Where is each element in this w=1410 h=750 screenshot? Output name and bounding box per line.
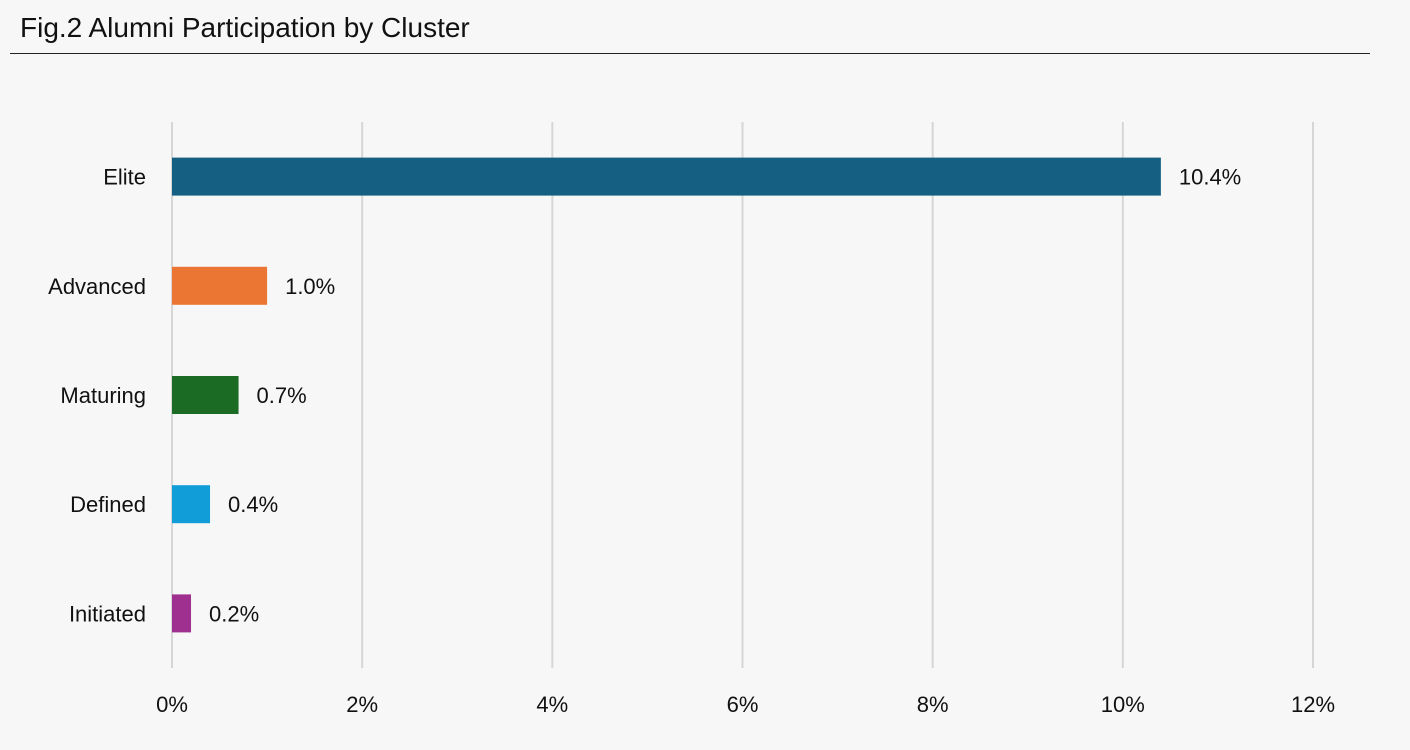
title-divider [10,53,1370,54]
x-tick-label: 8% [917,692,949,717]
x-tick-label: 2% [346,692,378,717]
category-label-advanced: Advanced [48,274,146,299]
value-label-maturing: 0.7% [257,383,307,408]
value-label-initiated: 0.2% [209,601,259,626]
x-tick-label: 12% [1291,692,1335,717]
category-label-defined: Defined [70,492,146,517]
value-label-advanced: 1.0% [285,274,335,299]
chart-title: Fig.2 Alumni Participation by Cluster [20,12,470,43]
category-label-elite: Elite [103,165,146,190]
bar-defined [172,485,211,524]
x-tick-label: 0% [156,692,188,717]
category-label-maturing: Maturing [60,383,146,408]
category-label-initiated: Initiated [69,601,146,626]
value-labels: 10.4% 1.0% 0.7% 0.4% 0.2% [209,165,1241,627]
x-axis-tick-labels: 0% 2% 4% 6% 8% 10% 12% [156,692,1335,717]
bars [172,157,1161,633]
bar-advanced [172,266,268,305]
value-label-elite: 10.4% [1179,165,1241,190]
x-tick-label: 6% [727,692,759,717]
bar-maturing [172,376,239,414]
bar-elite [172,157,1161,196]
gridlines [171,122,1314,668]
category-labels: Elite Advanced Maturing Defined Initiated [48,165,146,627]
value-label-defined: 0.4% [228,492,278,517]
bar-initiated [172,594,192,633]
x-tick-label: 10% [1101,692,1145,717]
x-tick-label: 4% [536,692,568,717]
